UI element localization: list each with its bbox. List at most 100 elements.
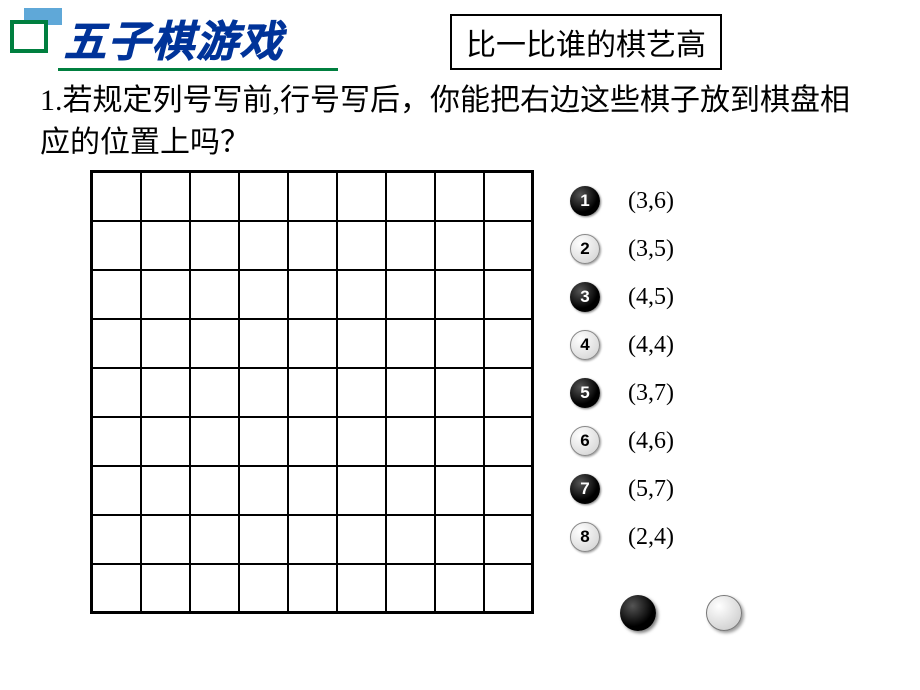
board-cell — [386, 466, 435, 515]
pieces-list: 1(3,6)2(3,5)3(4,5)4(4,4)5(3,7)6(4,6)7(5,… — [570, 178, 674, 562]
board-cell — [239, 417, 288, 466]
board-cell — [386, 564, 435, 613]
board-cell — [386, 515, 435, 564]
board-cell — [435, 368, 484, 417]
board-cell — [484, 221, 533, 270]
board-cell — [288, 466, 337, 515]
board-cell — [141, 368, 190, 417]
question-text: 1.若规定列号写前,行号写后，你能把右边这些棋子放到棋盘相应的位置上吗？ — [40, 80, 860, 164]
board-cell — [141, 221, 190, 270]
coord-text: (5,7) — [628, 476, 674, 503]
board-cell — [141, 417, 190, 466]
coord-text: (4,6) — [628, 428, 674, 455]
board-cell — [288, 221, 337, 270]
board-cell — [484, 417, 533, 466]
subtitle-text: 比一比谁的棋艺高 — [466, 20, 706, 64]
logo-outer-shape — [10, 20, 48, 53]
white-stone-icon: 2 — [570, 234, 600, 264]
board-cell — [92, 515, 141, 564]
black-stone-icon: 7 — [570, 474, 600, 504]
board-cell — [190, 270, 239, 319]
piece-row: 6 (4,6) — [570, 418, 674, 464]
board-cell — [92, 172, 141, 221]
coord-text: (2,4) — [628, 524, 674, 551]
board-cell — [239, 515, 288, 564]
board-cell — [190, 515, 239, 564]
title-underline — [58, 68, 338, 71]
board-cell — [484, 172, 533, 221]
piece-row: 1 (3,6) — [570, 178, 674, 224]
board-cell — [141, 515, 190, 564]
board-cell — [337, 368, 386, 417]
board-cell — [190, 564, 239, 613]
piece-row: 7 (5,7) — [570, 466, 674, 512]
board-container — [90, 170, 534, 614]
board-cell — [435, 319, 484, 368]
board-cell — [141, 466, 190, 515]
board-cell — [288, 270, 337, 319]
board-cell — [435, 172, 484, 221]
board-cell — [288, 319, 337, 368]
coord-text: (3,6) — [628, 188, 674, 215]
sample-black-stone — [620, 595, 656, 631]
black-stone-icon: 5 — [570, 378, 600, 408]
board-cell — [386, 417, 435, 466]
title-wrap: 五子棋游戏 — [64, 8, 284, 69]
black-stone-icon: 3 — [570, 282, 600, 312]
board-cell — [484, 564, 533, 613]
board-cell — [141, 564, 190, 613]
board-cell — [435, 221, 484, 270]
board-cell — [190, 417, 239, 466]
board-cell — [337, 564, 386, 613]
board-cell — [435, 417, 484, 466]
board-cell — [141, 172, 190, 221]
black-stone-icon: 1 — [570, 186, 600, 216]
white-stone-icon: 4 — [570, 330, 600, 360]
board-cell — [435, 270, 484, 319]
board-cell — [337, 221, 386, 270]
header-logo — [10, 8, 60, 53]
board-cell — [288, 564, 337, 613]
board-cell — [386, 270, 435, 319]
board-cell — [288, 368, 337, 417]
board-cell — [288, 515, 337, 564]
board-cell — [92, 319, 141, 368]
board-cell — [337, 172, 386, 221]
board-cell — [92, 270, 141, 319]
piece-row: 4 (4,4) — [570, 322, 674, 368]
white-stone-icon: 6 — [570, 426, 600, 456]
board-cell — [484, 368, 533, 417]
board-cell — [337, 515, 386, 564]
board-cell — [239, 221, 288, 270]
board-cell — [92, 368, 141, 417]
board-cell — [435, 564, 484, 613]
board-cell — [435, 515, 484, 564]
board-cell — [141, 319, 190, 368]
board-cell — [141, 270, 190, 319]
board-cell — [484, 466, 533, 515]
board-cell — [484, 515, 533, 564]
bottom-stones — [620, 595, 742, 631]
board-cell — [386, 221, 435, 270]
board-cell — [484, 270, 533, 319]
board-cell — [386, 319, 435, 368]
game-board — [90, 170, 534, 614]
board-cell — [337, 417, 386, 466]
piece-row: 3(4,5) — [570, 274, 674, 320]
board-cell — [337, 270, 386, 319]
board-cell — [386, 368, 435, 417]
board-cell — [239, 270, 288, 319]
sample-white-stone — [706, 595, 742, 631]
board-cell — [190, 466, 239, 515]
board-cell — [288, 417, 337, 466]
piece-row: 2(3,5) — [570, 226, 674, 272]
page-title: 五子棋游戏 — [64, 8, 284, 69]
board-cell — [239, 319, 288, 368]
subtitle-box: 比一比谁的棋艺高 — [450, 14, 722, 70]
board-cell — [190, 221, 239, 270]
coord-text: (4,4) — [628, 332, 674, 359]
board-cell — [190, 172, 239, 221]
piece-row: 8(2,4) — [570, 514, 674, 560]
board-cell — [92, 466, 141, 515]
board-cell — [435, 466, 484, 515]
